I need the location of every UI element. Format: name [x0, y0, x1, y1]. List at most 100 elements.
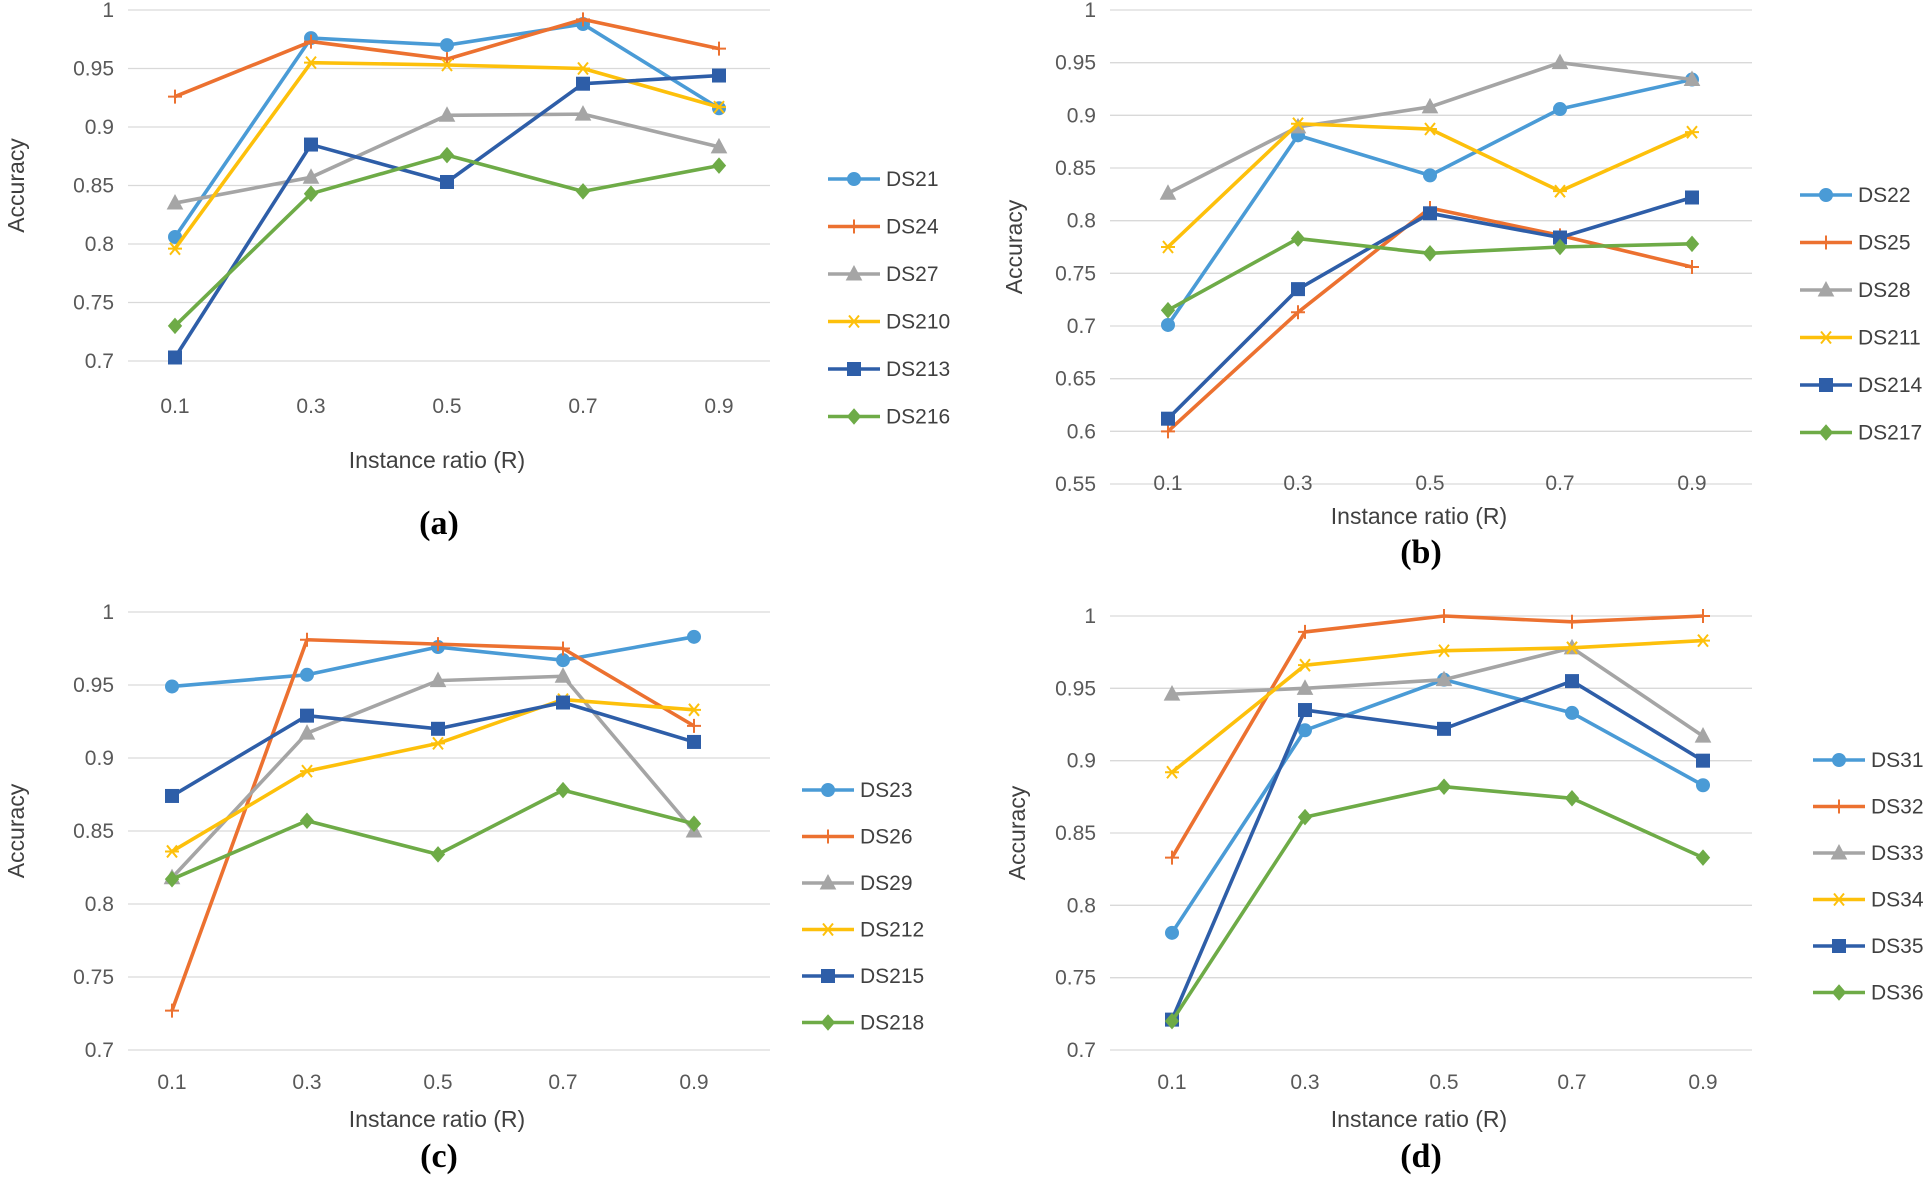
legend-label: DS35: [1871, 935, 1924, 958]
x-axis-title: Instance ratio (R): [349, 447, 525, 473]
data-point: [1423, 122, 1437, 136]
legend-label: DS33: [1871, 842, 1924, 865]
data-point: [1694, 727, 1712, 743]
data-point: [1290, 230, 1306, 247]
data-point: [1436, 778, 1452, 795]
y-axis-title: Accuracy: [3, 783, 29, 878]
y-tick-label: 0.7: [85, 350, 114, 373]
legend-marker: [1819, 188, 1833, 202]
legend-item-DS24: DS24: [828, 216, 939, 239]
x-axis-title: Instance ratio (R): [1331, 1106, 1507, 1132]
data-point: [1684, 235, 1700, 253]
data-point: [554, 667, 572, 683]
panel-caption: (c): [420, 1138, 458, 1175]
data-point: [1683, 70, 1701, 87]
data-point: [687, 703, 701, 717]
data-point: [1165, 925, 1179, 940]
data-point: [1423, 206, 1437, 221]
data-point: [1565, 705, 1579, 720]
y-tick-label: 1: [1084, 605, 1096, 628]
data-point: [1685, 190, 1699, 205]
data-point: [687, 629, 701, 644]
legend-label: DS26: [860, 826, 913, 849]
legend-marker: [819, 873, 837, 890]
data-point: [167, 317, 183, 335]
legend-marker: [820, 1014, 836, 1031]
x-tick-label: 0.1: [1153, 472, 1182, 495]
y-tick-label: 0.8: [85, 893, 114, 916]
data-point: [555, 781, 571, 799]
chart-panel-d: 0.7 0.75 0.8 0.85 0.9 0.95 1 0.1 0.3 0.5 0.7 0.9 Ins…: [1004, 605, 1924, 1175]
data-point: [431, 637, 445, 652]
series-line: [170, 674, 696, 879]
series-DS22: [1161, 72, 1699, 332]
series-DS34: [1165, 633, 1710, 779]
y-tick-label: 0.7: [1067, 315, 1096, 338]
data-point: [1298, 624, 1312, 639]
y-tick-label: 0.95: [73, 674, 114, 697]
series-DS21: [168, 17, 726, 244]
series-line: [1170, 677, 1704, 934]
data-point: [440, 38, 454, 53]
data-point: [1161, 411, 1175, 426]
series-DS27: [166, 105, 728, 210]
y-axis-title: Accuracy: [3, 138, 29, 233]
data-point: [1159, 184, 1177, 200]
chart-panel-a: 0.7 0.75 0.8 0.85 0.9 0.95 1 0.1 0.3 0.5 0.7 0.9 Ins…: [3, 0, 950, 542]
x-tick-label: 0.5: [1415, 472, 1444, 495]
legend-item-DS33: DS33: [1813, 842, 1924, 865]
legend-item-DS214: DS214: [1800, 374, 1923, 397]
legend-label: DS213: [886, 358, 950, 381]
legend-label: DS217: [1858, 422, 1922, 445]
series-DS35: [1165, 674, 1710, 1027]
y-tick-label: 1: [1084, 0, 1096, 22]
data-point: [302, 168, 320, 184]
legend-marker: [1818, 424, 1834, 441]
series-DS213: [168, 68, 726, 365]
legend-marker: [846, 408, 862, 425]
data-point: [166, 193, 184, 210]
y-tick-label: 0.8: [1067, 210, 1096, 233]
x-axis-title: Instance ratio (R): [349, 1106, 525, 1132]
y-tick-label: 0.95: [1055, 677, 1096, 700]
legend-item-DS216: DS216: [828, 406, 950, 429]
legend-marker: [847, 219, 861, 234]
data-point: [1564, 790, 1580, 807]
legend-item-DS31: DS31: [1813, 749, 1924, 772]
legend-item-DS29: DS29: [802, 872, 913, 895]
data-point: [1437, 609, 1451, 623]
series-DS24: [168, 12, 726, 104]
legend-label: DS34: [1871, 889, 1924, 912]
data-point: [300, 667, 314, 682]
series-DS218: [164, 781, 702, 888]
legend-item-DS215: DS215: [802, 965, 924, 988]
data-point: [168, 89, 182, 104]
data-point: [1553, 102, 1567, 117]
x-tick-label: 0.7: [1557, 1071, 1586, 1094]
series-DS215: [165, 695, 701, 803]
legend-label: DS25: [1858, 232, 1911, 255]
data-point: [1163, 685, 1181, 701]
data-point: [304, 137, 318, 152]
data-point: [300, 632, 314, 647]
x-tick-label: 0.1: [157, 1071, 186, 1094]
data-point: [1421, 97, 1439, 114]
legend-label: DS218: [860, 1012, 924, 1035]
legend-label: DS214: [1858, 374, 1923, 397]
y-tick-label: 1: [102, 601, 114, 624]
data-point: [1291, 305, 1305, 320]
data-point: [1160, 301, 1176, 319]
legend-label: DS215: [860, 965, 924, 988]
y-tick-label: 0.85: [1055, 157, 1096, 180]
data-point: [556, 641, 570, 656]
data-point: [1565, 641, 1579, 655]
data-point: [164, 870, 180, 888]
data-point: [1298, 658, 1312, 672]
legend-item-DS34: DS34: [1813, 889, 1924, 912]
chart-panel-b: 0.55 0.6 0.65 0.7 0.75 0.8 0.85 0.9 0.95 1 0.1 0.3 0…: [1001, 0, 1923, 571]
x-tick-label: 0.7: [568, 395, 597, 418]
data-point: [1165, 765, 1179, 779]
y-tick-label: 0.8: [1067, 894, 1096, 917]
legend-item-DS211: DS211: [1800, 327, 1921, 350]
series-line: [1170, 784, 1704, 1023]
